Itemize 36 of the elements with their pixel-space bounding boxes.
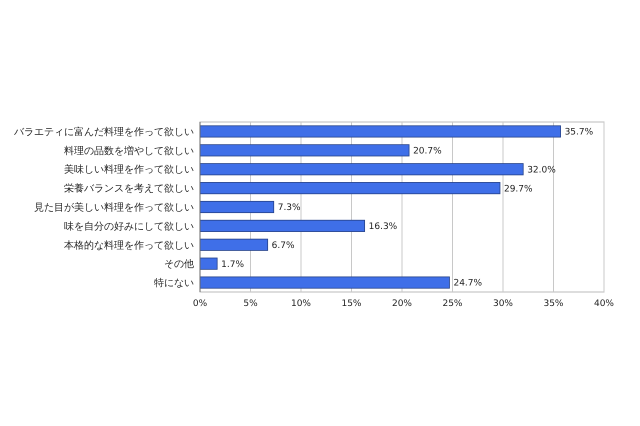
data-label: 6.7% — [272, 240, 295, 251]
y-tick-label: その他 — [164, 258, 194, 270]
y-tick-label: 料理の品数を増やして欲しい — [64, 144, 194, 157]
data-label: 20.7% — [413, 146, 442, 156]
bar — [200, 200, 274, 214]
y-tick-label: 栄養バランスを考えて欲しい — [64, 182, 194, 195]
x-tick-label: 35% — [543, 299, 564, 309]
data-label: 29.7% — [504, 184, 534, 194]
y-tick-label: 美味しい料理を作って欲しい — [64, 164, 194, 176]
y-tick-label: 本格的な料理を作って欲しい — [64, 239, 194, 252]
x-tick-label: 15% — [341, 299, 362, 309]
bar — [200, 163, 524, 176]
x-tick-label: 40% — [594, 299, 614, 309]
data-label: 24.7% — [453, 278, 483, 289]
y-tick-label: バラエティに富んだ料理を作って欲しい — [13, 126, 194, 138]
x-tick-label: 5% — [243, 299, 258, 309]
data-label: 35.7% — [564, 128, 594, 138]
y-tick-label: 味を自分の好みにして欲しい — [64, 220, 194, 232]
y-tick-label: 特にない — [154, 277, 194, 290]
x-tick-label: 30% — [492, 299, 514, 309]
data-label: 7.3% — [278, 203, 302, 214]
bar — [200, 125, 561, 138]
bar — [200, 238, 268, 251]
bar — [200, 276, 450, 289]
y-tick-label: 見た目が美しい料理を作って欲しい — [34, 202, 194, 214]
x-tick-label: 20% — [392, 299, 412, 309]
x-tick-label: 0% — [192, 299, 208, 309]
bar — [200, 182, 500, 194]
bar — [200, 144, 410, 156]
data-label: 16.3% — [368, 222, 398, 232]
x-tick-label: 10% — [290, 299, 312, 309]
x-tick-label: 25% — [442, 299, 463, 309]
data-label: 1.7% — [221, 260, 244, 270]
bar — [200, 258, 218, 270]
bar — [200, 220, 366, 232]
data-label: 32.0% — [527, 165, 556, 176]
